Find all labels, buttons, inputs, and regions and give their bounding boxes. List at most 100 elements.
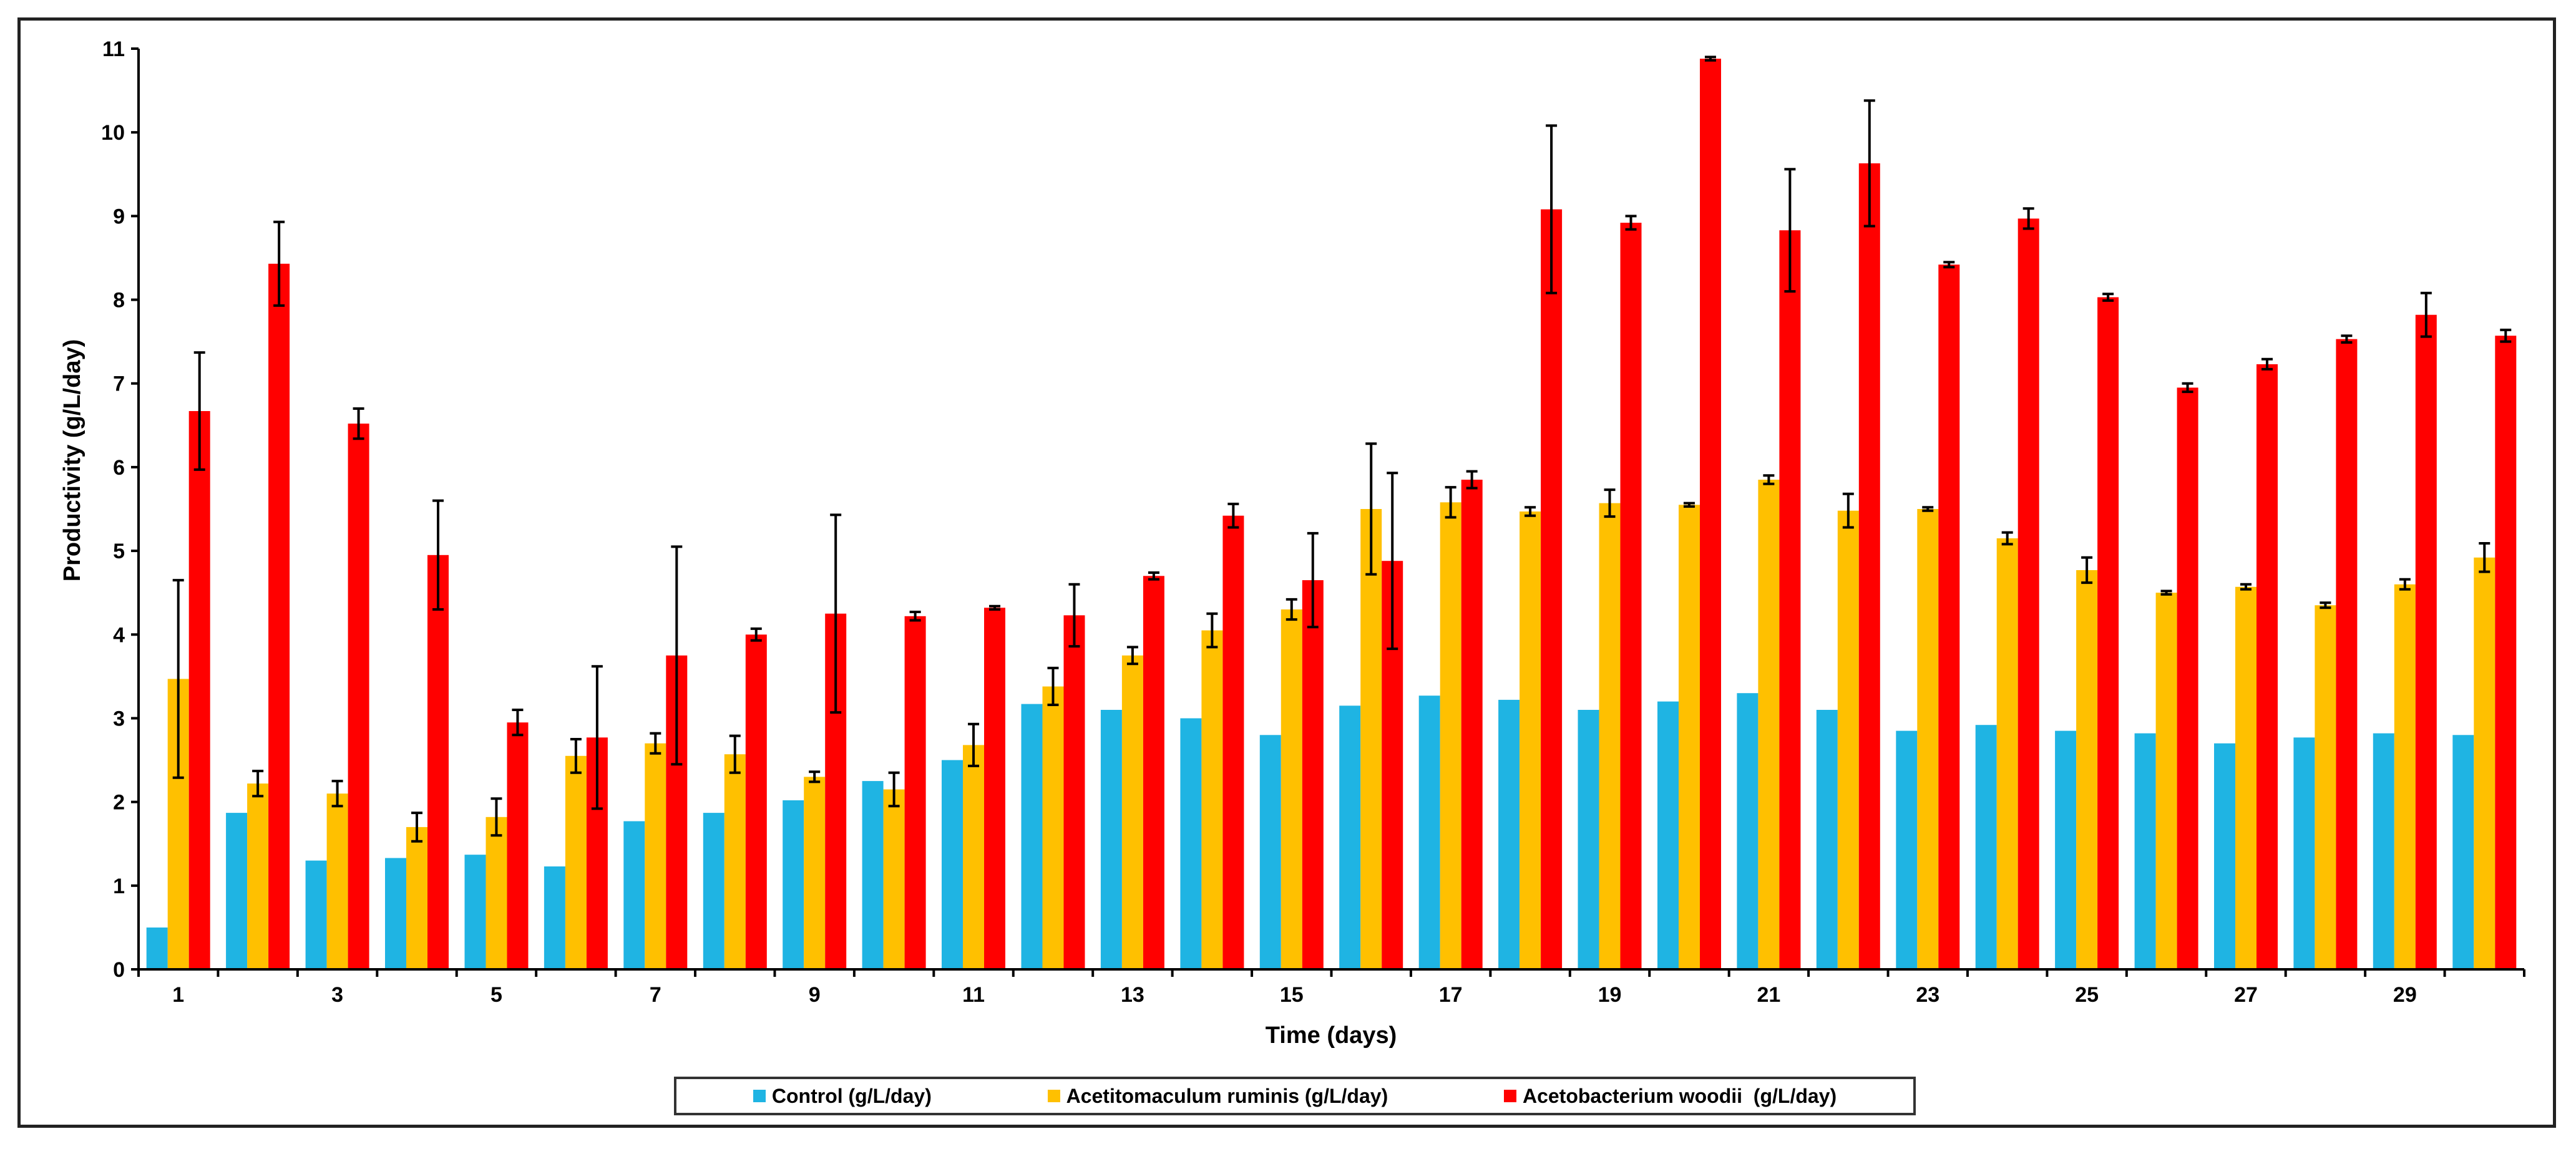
bar-s0-day-27	[2214, 743, 2235, 969]
legend-swatch-acetitomaculum	[1047, 1090, 1060, 1102]
bar-s2-day-30	[2495, 336, 2517, 969]
x-tick-label-21: 21	[1757, 983, 1780, 1007]
y-tick-label-0: 0	[113, 958, 125, 982]
x-tick-label-25: 25	[2075, 983, 2099, 1007]
bar-s0-day-25	[2055, 730, 2077, 969]
y-axis-title: Productivity (g/L/day)	[59, 339, 85, 581]
bar-s0-day-13	[1100, 710, 1122, 969]
y-tick-label-3: 3	[113, 707, 125, 730]
bar-s0-day-12	[1021, 704, 1043, 969]
bar-s1-day-12	[1042, 686, 1064, 969]
y-tick-label-6: 6	[113, 456, 125, 480]
legend-label-control: Control (g/L/day)	[771, 1084, 932, 1107]
bar-s1-day-22	[1837, 510, 1859, 969]
legend-item-acetitomaculum: Acetitomaculum ruminis (g/L/day)	[1047, 1084, 1388, 1108]
bar-s2-day-27	[2256, 364, 2278, 969]
bar-s0-day-11	[942, 760, 963, 969]
bar-s0-day-21	[1737, 693, 1759, 969]
bar-s2-day-24	[2017, 218, 2039, 969]
bar-s1-day-15	[1281, 609, 1302, 969]
bar-s1-day-23	[1917, 509, 1939, 969]
bar-s0-day-18	[1498, 699, 1520, 969]
bar-s2-day-15	[1302, 580, 1324, 969]
bar-s0-day-9	[783, 800, 804, 969]
x-tick-label-17: 17	[1439, 983, 1463, 1007]
bar-s1-day-20	[1679, 505, 1700, 969]
legend-label-acetitomaculum: Acetitomaculum ruminis (g/L/day)	[1066, 1084, 1388, 1107]
bar-s0-day-24	[1975, 725, 1997, 969]
chart-frame	[17, 17, 2556, 1128]
bar-s2-day-11	[984, 608, 1005, 969]
x-tick-label-11: 11	[962, 983, 985, 1007]
bar-s1-day-19	[1599, 503, 1621, 969]
bar-s1-day-2	[247, 783, 269, 969]
bar-s2-day-19	[1620, 223, 1642, 970]
legend-swatch-control	[753, 1090, 766, 1102]
bar-s2-day-4	[427, 555, 449, 969]
bar-s1-day-8	[724, 754, 746, 969]
bar-s1-day-28	[2315, 605, 2336, 969]
bar-s0-day-29	[2373, 733, 2394, 969]
y-tick-label-1: 1	[113, 875, 125, 898]
legend-label-acetobacterium: Acetobacterium woodii (g/L/day)	[1522, 1084, 1837, 1107]
bar-s2-day-23	[1938, 264, 1960, 970]
bar-s2-day-26	[2177, 387, 2198, 969]
y-tick-label-9: 9	[113, 205, 125, 228]
bar-s0-day-4	[385, 858, 406, 969]
bar-s0-day-2	[226, 813, 248, 969]
bar-s2-day-1	[188, 411, 210, 969]
bar-s0-day-6	[544, 866, 565, 969]
x-tick-label-1: 1	[172, 983, 184, 1007]
bar-s0-day-17	[1418, 696, 1440, 969]
bar-s2-day-3	[348, 424, 369, 969]
bar-s2-day-18	[1541, 209, 1563, 970]
bar-s0-day-28	[2293, 737, 2315, 969]
bar-s1-day-6	[565, 755, 587, 969]
bar-s1-day-11	[963, 745, 984, 969]
bar-s0-day-5	[464, 855, 486, 969]
bar-s1-day-3	[326, 793, 348, 969]
legend: Control (g/L/day) Acetitomaculum ruminis…	[674, 1077, 1916, 1115]
bar-s2-day-17	[1461, 480, 1483, 969]
x-tick-label-7: 7	[650, 983, 661, 1007]
bar-s1-day-29	[2394, 584, 2416, 969]
x-axis-title: Time (days)	[1266, 1022, 1397, 1049]
bar-s1-day-26	[2155, 593, 2177, 969]
bar-s1-day-14	[1201, 630, 1223, 969]
bar-s1-day-18	[1520, 511, 1541, 969]
legend-swatch-acetobacterium	[1503, 1090, 1516, 1102]
bar-s1-day-16	[1360, 509, 1382, 969]
bar-s0-day-26	[2134, 733, 2156, 969]
x-tick-label-29: 29	[2393, 983, 2417, 1007]
x-tick-label-27: 27	[2234, 983, 2258, 1007]
bar-s0-day-14	[1180, 718, 1202, 969]
bar-s2-day-8	[745, 634, 767, 969]
bar-s2-day-12	[1063, 615, 1085, 969]
bar-s0-day-23	[1896, 730, 1918, 969]
bar-s2-day-22	[1858, 163, 1880, 969]
x-tick-label-5: 5	[490, 983, 502, 1007]
bar-s2-day-14	[1222, 515, 1244, 969]
bar-s1-day-27	[2235, 586, 2256, 969]
bar-s0-day-19	[1578, 710, 1599, 969]
bar-s0-day-22	[1816, 710, 1838, 969]
bar-s0-day-15	[1259, 735, 1281, 969]
legend-item-control: Control (g/L/day)	[753, 1085, 932, 1108]
bar-s1-day-25	[2076, 570, 2098, 969]
x-tick-label-23: 23	[1916, 983, 1939, 1007]
bar-s0-day-30	[2452, 735, 2474, 969]
x-tick-label-9: 9	[809, 983, 821, 1007]
bar-s1-day-4	[406, 827, 427, 969]
y-tick-label-5: 5	[113, 540, 125, 563]
y-tick-label-11: 11	[102, 37, 125, 61]
bar-s1-day-21	[1758, 480, 1780, 969]
bar-s0-day-20	[1657, 701, 1679, 969]
bar-s2-day-5	[507, 722, 529, 969]
bar-s2-day-25	[2097, 297, 2119, 969]
bar-s2-day-20	[1700, 59, 1721, 970]
bar-s0-day-10	[862, 781, 884, 969]
y-tick-label-2: 2	[113, 791, 125, 815]
bar-s2-day-29	[2415, 314, 2437, 970]
bar-s2-day-10	[904, 616, 926, 969]
